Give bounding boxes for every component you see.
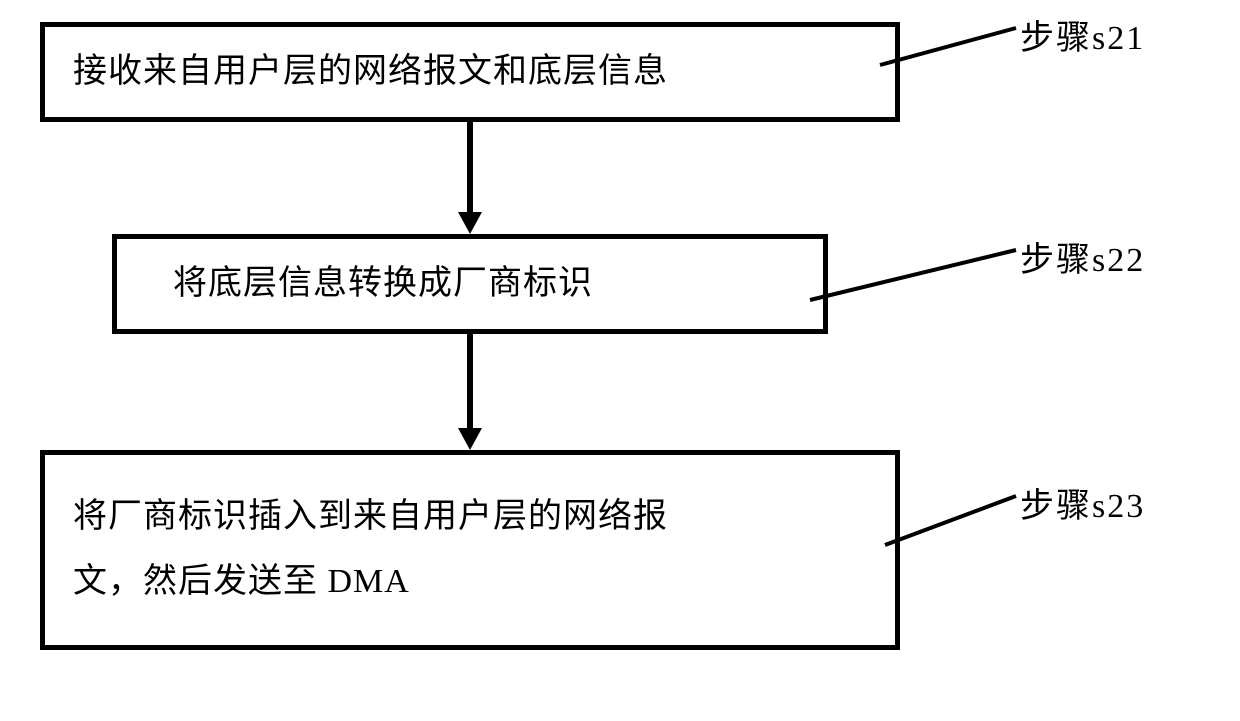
leader-line-s21 bbox=[880, 28, 1018, 67]
step-label-s22: 步骤s22 bbox=[1020, 232, 1145, 281]
flow-box-s22: 将底层信息转换成厂商标识 bbox=[112, 234, 828, 334]
flow-box-s21-text: 接收来自用户层的网络报文和底层信息 bbox=[73, 40, 668, 105]
flow-box-s21: 接收来自用户层的网络报文和底层信息 bbox=[40, 22, 900, 122]
connector-s21-s22 bbox=[467, 122, 473, 212]
arrowhead-s21-s22 bbox=[458, 212, 482, 234]
arrowhead-s22-s23 bbox=[458, 428, 482, 450]
leader-line-s22 bbox=[810, 250, 1018, 302]
flow-box-s22-text: 将底层信息转换成厂商标识 bbox=[173, 252, 593, 317]
leader-line-s23 bbox=[885, 496, 1018, 547]
step-label-s21: 步骤s21 bbox=[1020, 10, 1145, 59]
flow-box-s23-text: 将厂商标识插入到来自用户层的网络报 文，然后发送至 DMA bbox=[73, 485, 668, 614]
flowchart-canvas: 接收来自用户层的网络报文和底层信息 将底层信息转换成厂商标识 将厂商标识插入到来… bbox=[0, 0, 1240, 721]
connector-s22-s23 bbox=[467, 334, 473, 428]
flow-box-s23: 将厂商标识插入到来自用户层的网络报 文，然后发送至 DMA bbox=[40, 450, 900, 650]
step-label-s23: 步骤s23 bbox=[1020, 478, 1145, 527]
